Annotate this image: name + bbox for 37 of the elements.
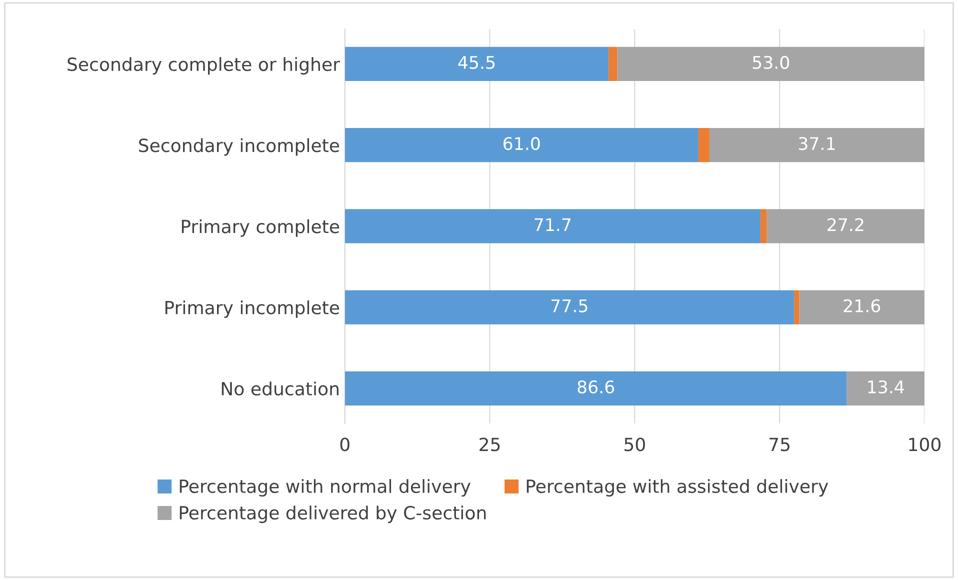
bar — [344, 128, 698, 162]
x-tick-label: 0 — [340, 438, 350, 452]
y-tick-label: No education — [222, 382, 338, 396]
bar — [766, 209, 924, 244]
data-label: 27.2 — [828, 218, 864, 231]
legend-label: Percentage with normal delivery — [180, 479, 470, 497]
bar — [344, 46, 609, 81]
bar — [799, 290, 924, 324]
data-label: 13.4 — [868, 380, 904, 394]
data-label: 53.0 — [752, 56, 790, 69]
bar — [617, 46, 924, 81]
data-label: 86.6 — [578, 380, 614, 394]
y-tick-label: Primary incomplete — [165, 300, 340, 318]
bar — [760, 209, 767, 244]
legend-label: Percentage with assisted delivery — [526, 479, 828, 497]
bar — [709, 128, 924, 162]
data-label: 37.1 — [798, 136, 835, 150]
bar — [344, 371, 847, 406]
bar — [698, 128, 710, 162]
x-tick-label: 25 — [480, 438, 500, 452]
legend-label: Percentage delivered by C-section — [180, 506, 486, 524]
x-tick-label: 75 — [770, 438, 790, 452]
data-label: 61.0 — [504, 136, 540, 150]
y-tick-label: Secondary incomplete — [139, 138, 340, 156]
y-tick-label: Primary complete — [182, 219, 340, 237]
x-tick-label: 100 — [909, 438, 940, 452]
bar — [846, 371, 924, 406]
data-label: 45.5 — [458, 56, 495, 69]
data-label: 71.7 — [534, 218, 571, 231]
data-label: 77.5 — [552, 299, 588, 312]
bar — [608, 46, 618, 81]
bar — [344, 209, 760, 244]
data-label: 21.6 — [844, 299, 880, 312]
bar — [344, 290, 794, 324]
y-tick-label: Secondary complete or higher — [68, 57, 340, 75]
x-tick-label: 50 — [624, 438, 645, 452]
bar — [794, 290, 800, 324]
